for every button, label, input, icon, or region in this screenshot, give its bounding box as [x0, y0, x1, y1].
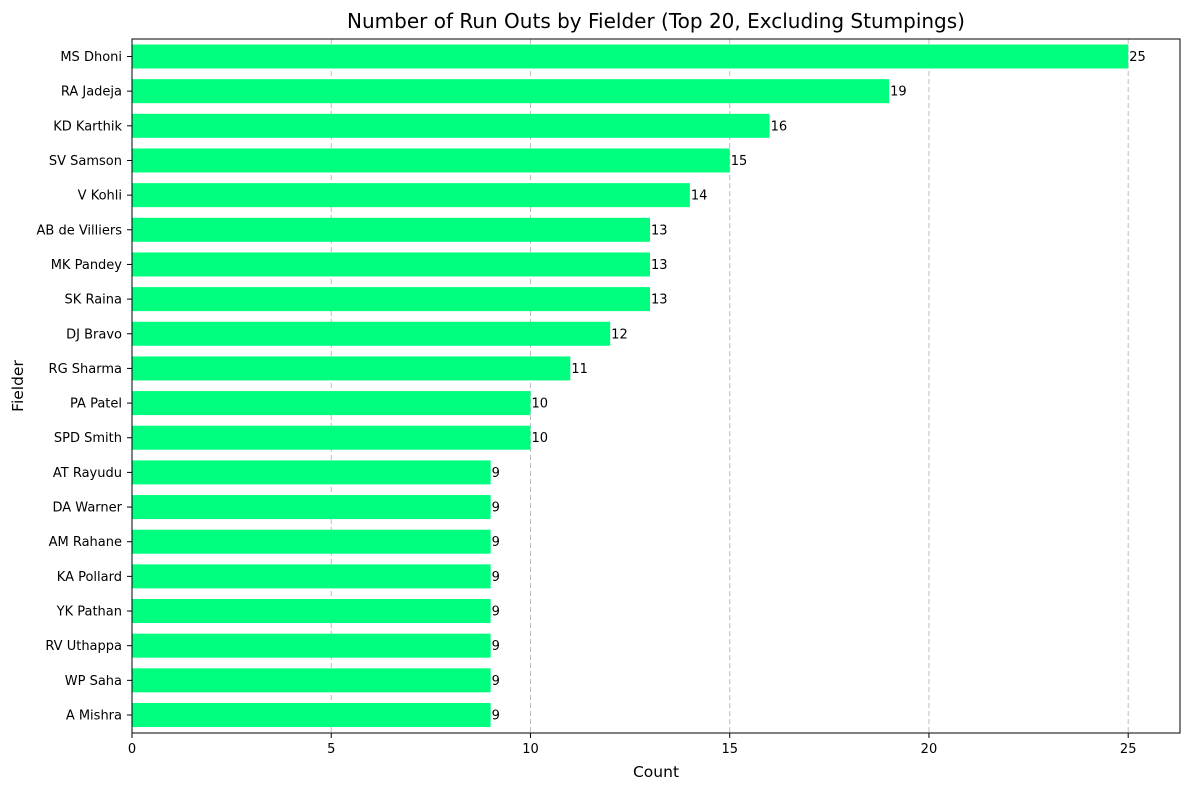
bar [132, 633, 491, 658]
y-tick-label: SV Samson [49, 154, 122, 169]
bar-value-label: 16 [771, 119, 788, 134]
bar [132, 425, 531, 450]
gridlines [131, 39, 1129, 733]
bar [132, 460, 491, 485]
plot-frame [131, 38, 1181, 734]
bar-value-label: 15 [731, 154, 748, 169]
y-tick-label: RV Uthappa [45, 639, 122, 654]
bar-value-label: 13 [651, 258, 668, 273]
bar [132, 79, 890, 104]
bar [132, 44, 1129, 69]
y-tick-label: A Mishra [66, 709, 122, 724]
bar-value-label: 9 [492, 605, 500, 620]
bar [132, 564, 491, 589]
bar-value-label: 9 [492, 674, 500, 689]
bar-value-label: 19 [890, 85, 907, 100]
chart-title: Number of Run Outs by Fielder (Top 20, E… [347, 9, 965, 33]
bar-value-label: 9 [492, 639, 500, 654]
bar-value-label: 13 [651, 293, 668, 308]
x-tick-label: 20 [921, 742, 938, 757]
bar-value-label: 9 [492, 709, 500, 724]
y-tick-label: SPD Smith [54, 431, 122, 446]
y-tick-label: AT Rayudu [53, 466, 122, 481]
y-tick-label: YK Pathan [56, 605, 122, 620]
bar-value-label: 11 [571, 362, 588, 377]
bar-value-label: 12 [611, 327, 628, 342]
bar-value-label: 14 [691, 189, 708, 204]
y-tick-label: KA Pollard [57, 570, 122, 585]
y-tick-label: AM Rahane [49, 535, 122, 550]
bar-value-label: 25 [1129, 50, 1146, 65]
bars [132, 44, 1129, 727]
y-axis-title: Fielder [9, 360, 27, 412]
y-tick-label: SK Raina [65, 293, 122, 308]
bar-value-label: 10 [531, 397, 548, 412]
bar [132, 252, 651, 277]
y-tick-label: DA Warner [53, 501, 123, 516]
y-tick-label: RA Jadeja [61, 85, 122, 100]
y-tick-label: KD Karthik [53, 119, 122, 134]
bar [132, 287, 651, 312]
x-tick-label: 5 [327, 742, 335, 757]
x-axis-ticks: 0 5 10 15 20 25 [128, 733, 1137, 757]
bar [132, 391, 531, 416]
x-axis-title: Count [633, 763, 679, 781]
bar [132, 668, 491, 693]
bar-value-label: 9 [492, 570, 500, 585]
y-tick-label: DJ Bravo [66, 327, 122, 342]
bar [132, 356, 571, 381]
bar [132, 148, 730, 173]
bar [132, 495, 491, 520]
y-axis-ticks: MS Dhoni RA Jadeja KD Karthik SV Samson V Ko… [37, 50, 132, 724]
x-tick-label: 10 [522, 742, 539, 757]
bar-value-label: 13 [651, 223, 668, 238]
bar-value-label: 9 [492, 501, 500, 516]
bar [132, 217, 651, 242]
x-tick-label: 0 [128, 742, 136, 757]
bar [132, 529, 491, 554]
bar [132, 183, 690, 208]
bar [132, 113, 770, 138]
x-tick-label: 25 [1120, 742, 1137, 757]
bar [132, 321, 611, 346]
x-tick-label: 15 [721, 742, 738, 757]
bar-value-label: 9 [492, 535, 500, 550]
y-tick-label: V Kohli [78, 189, 122, 204]
y-tick-label: WP Saha [65, 674, 122, 689]
bar-value-labels: 25 19 16 15 14 13 13 13 12 11 10 10 9 9 9 9 9 9 9 9 [492, 50, 1146, 724]
bar [132, 703, 491, 727]
y-tick-label: RG Sharma [49, 362, 122, 377]
y-tick-label: PA Patel [70, 397, 122, 412]
bar [132, 599, 491, 624]
y-tick-label: MK Pandey [51, 258, 123, 273]
y-tick-label: AB de Villiers [37, 223, 123, 238]
y-tick-label: MS Dhoni [60, 50, 122, 65]
bar-value-label: 9 [492, 466, 500, 481]
bar-value-label: 10 [531, 431, 548, 446]
